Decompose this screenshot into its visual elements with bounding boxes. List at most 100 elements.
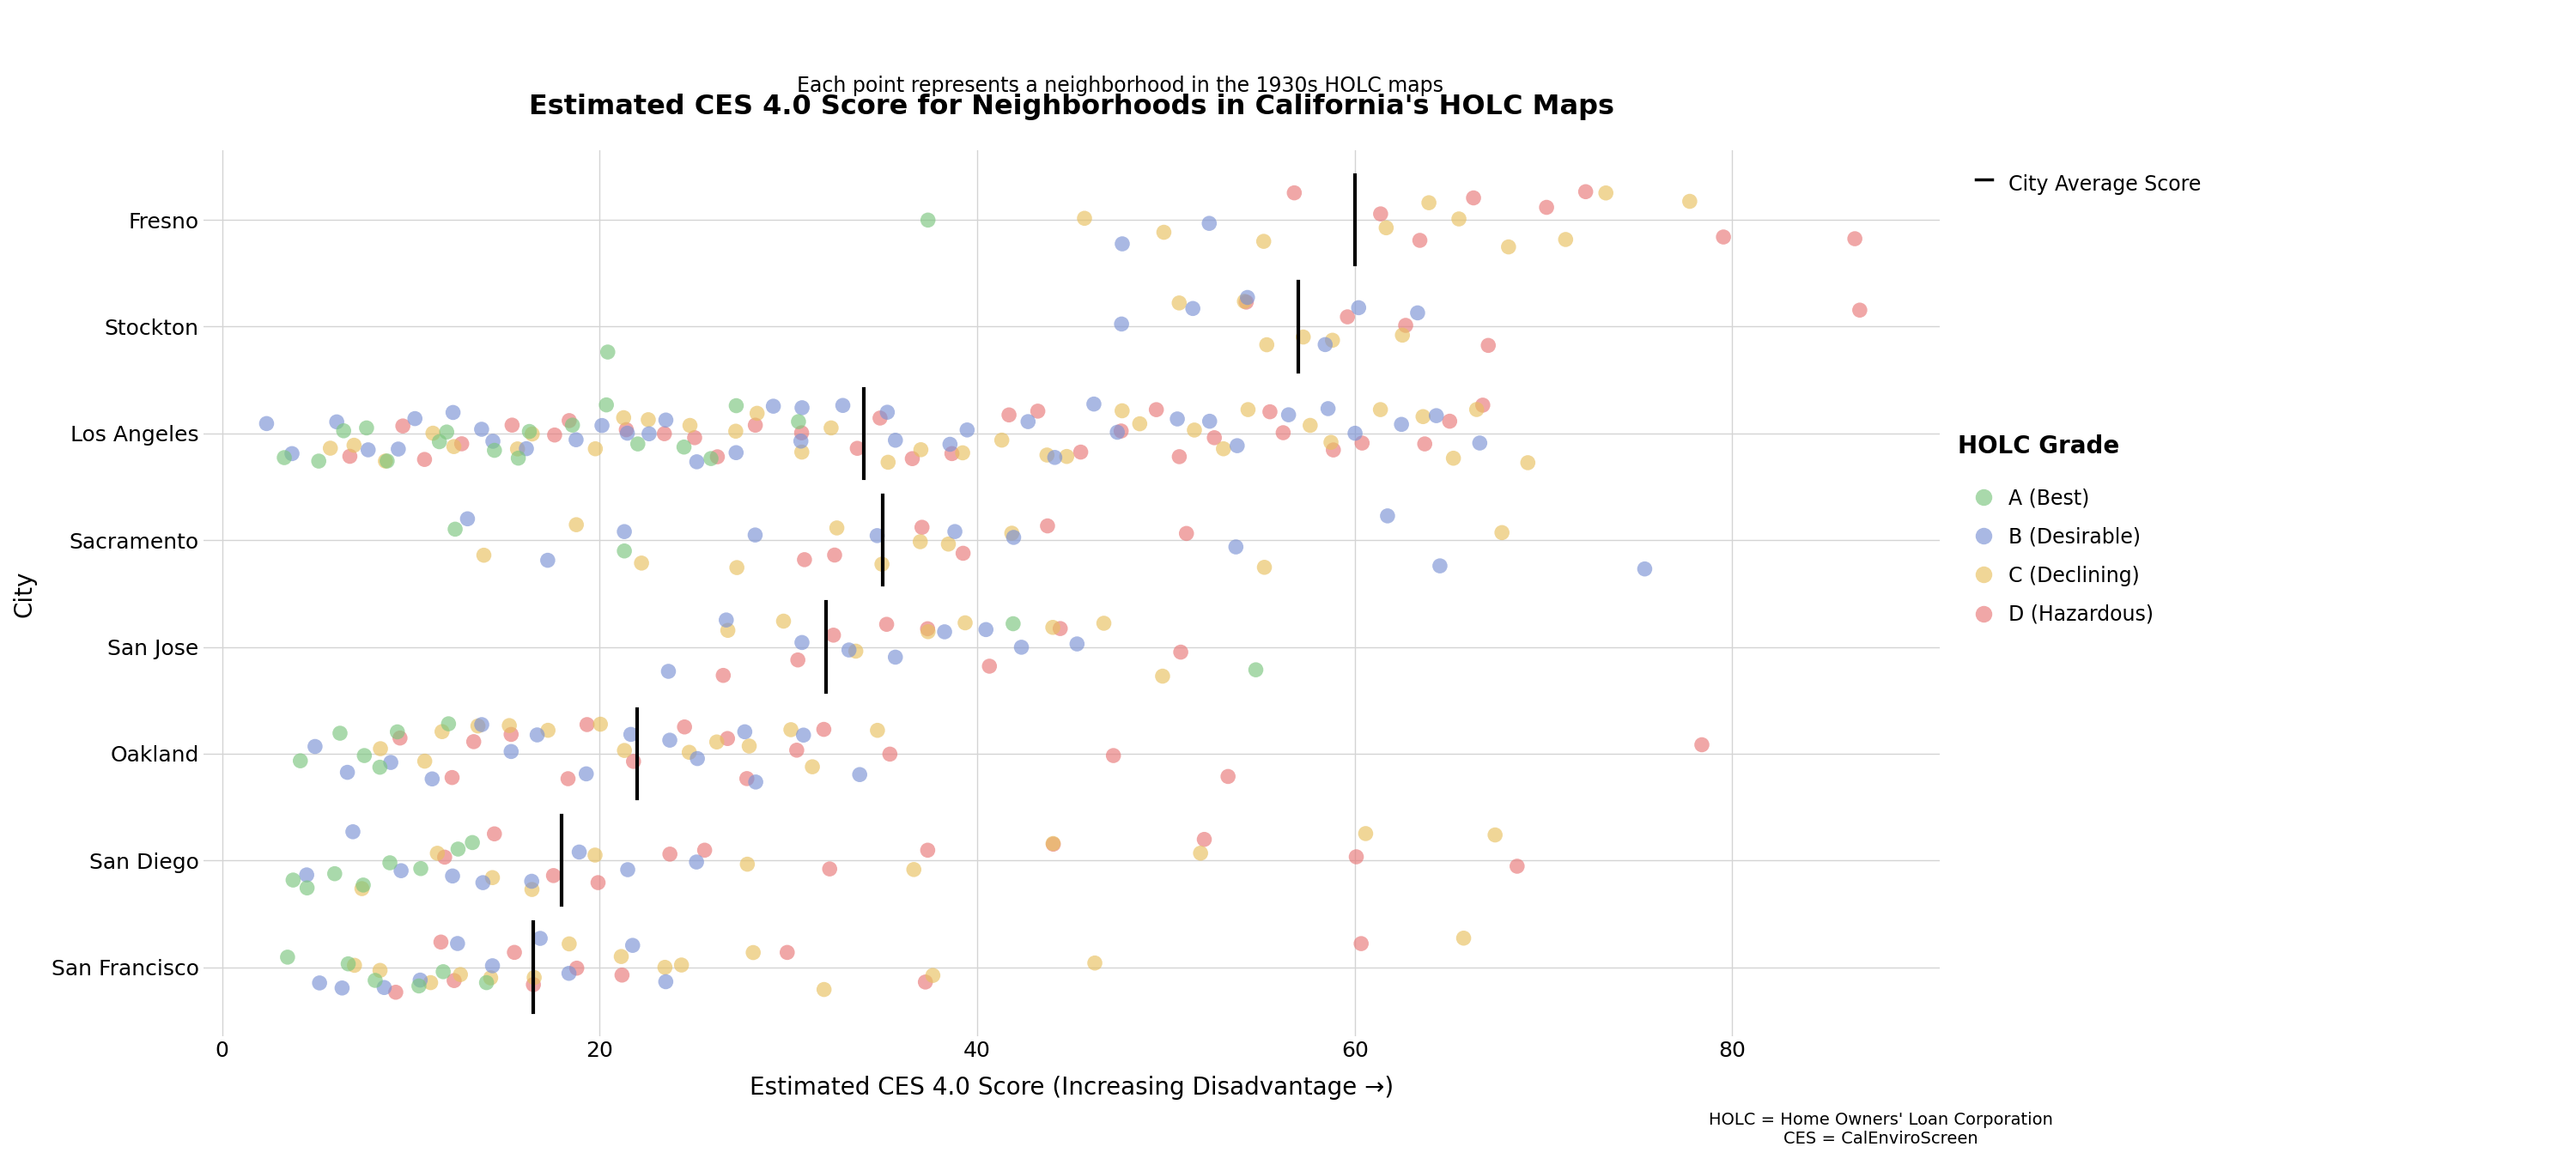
Point [433,437,474,455]
Point [1834,229,1875,248]
Point [1311,331,1352,350]
Point [1167,524,1208,542]
Point [464,546,505,564]
Point [603,523,644,541]
Point [1100,315,1141,334]
Point [726,855,768,874]
Point [412,770,453,788]
Point [613,936,654,955]
Point [1273,183,1314,202]
Point [1033,834,1074,853]
Point [945,421,987,439]
Point [263,449,304,467]
Point [644,424,685,443]
Point [1327,307,1368,326]
Point [992,529,1033,547]
Point [1262,423,1303,442]
Point [708,621,750,640]
Point [876,431,917,450]
Point [899,440,940,459]
Point [1249,402,1291,421]
Point [273,870,314,889]
Point [574,439,616,458]
Point [420,933,461,952]
Point [791,758,832,777]
Point [1226,293,1267,312]
Point [381,861,422,880]
Point [907,211,948,229]
Point [1337,847,1378,866]
Point [600,965,641,984]
Point [1473,825,1515,844]
Point [474,442,515,460]
Point [1247,335,1288,353]
Point [1337,298,1378,316]
Point [1309,400,1350,418]
Point [1368,506,1409,525]
Point [1546,231,1587,249]
Point [1244,557,1285,576]
Point [335,956,376,975]
Point [992,614,1033,633]
Point [446,510,487,529]
Point [1193,429,1234,447]
Point [724,722,765,741]
Point [945,613,987,632]
Point [549,770,590,788]
Point [1157,409,1198,428]
Point [309,439,350,458]
Point [343,746,384,765]
Point [1226,400,1267,418]
Point [528,551,569,569]
Point [781,633,822,651]
Point [781,432,822,451]
Point [603,541,644,560]
Point [268,948,309,967]
Point [1463,396,1504,415]
Text: HOLC = Home Owners' Loan Corporation
CES = CalEnviroScreen: HOLC = Home Owners' Loan Corporation CES… [1708,1113,2053,1147]
Point [528,721,569,739]
Point [489,726,531,744]
Point [943,544,984,562]
Point [1018,402,1059,421]
Point [1244,232,1285,250]
Point [404,450,446,468]
Point [907,841,948,860]
Point [327,763,368,781]
Point [1185,830,1226,848]
Point [1334,424,1376,443]
Point [894,860,935,879]
Point [510,872,551,890]
Point [1074,954,1115,972]
Point [1489,238,1530,256]
Point [438,934,479,953]
Point [366,452,407,471]
Point [876,648,917,666]
Point [358,758,399,777]
Point [837,439,878,458]
Point [1033,834,1074,853]
Point [1159,643,1200,662]
Point [1283,328,1324,347]
Point [1097,423,1139,442]
Point [966,620,1007,639]
Point [1103,401,1144,420]
Point [435,520,477,539]
Point [510,880,551,898]
Point [860,555,902,574]
Point [696,447,737,466]
Point [783,726,824,744]
Point [270,444,312,462]
Point [281,751,322,770]
Point [327,955,368,974]
Point [332,436,374,454]
Point [1623,560,1664,578]
Point [433,403,474,422]
Point [1190,411,1231,430]
Point [314,865,355,883]
Point [582,416,623,435]
Point [781,399,822,417]
Point [1224,292,1265,311]
Point [621,554,662,573]
Point [471,956,513,975]
